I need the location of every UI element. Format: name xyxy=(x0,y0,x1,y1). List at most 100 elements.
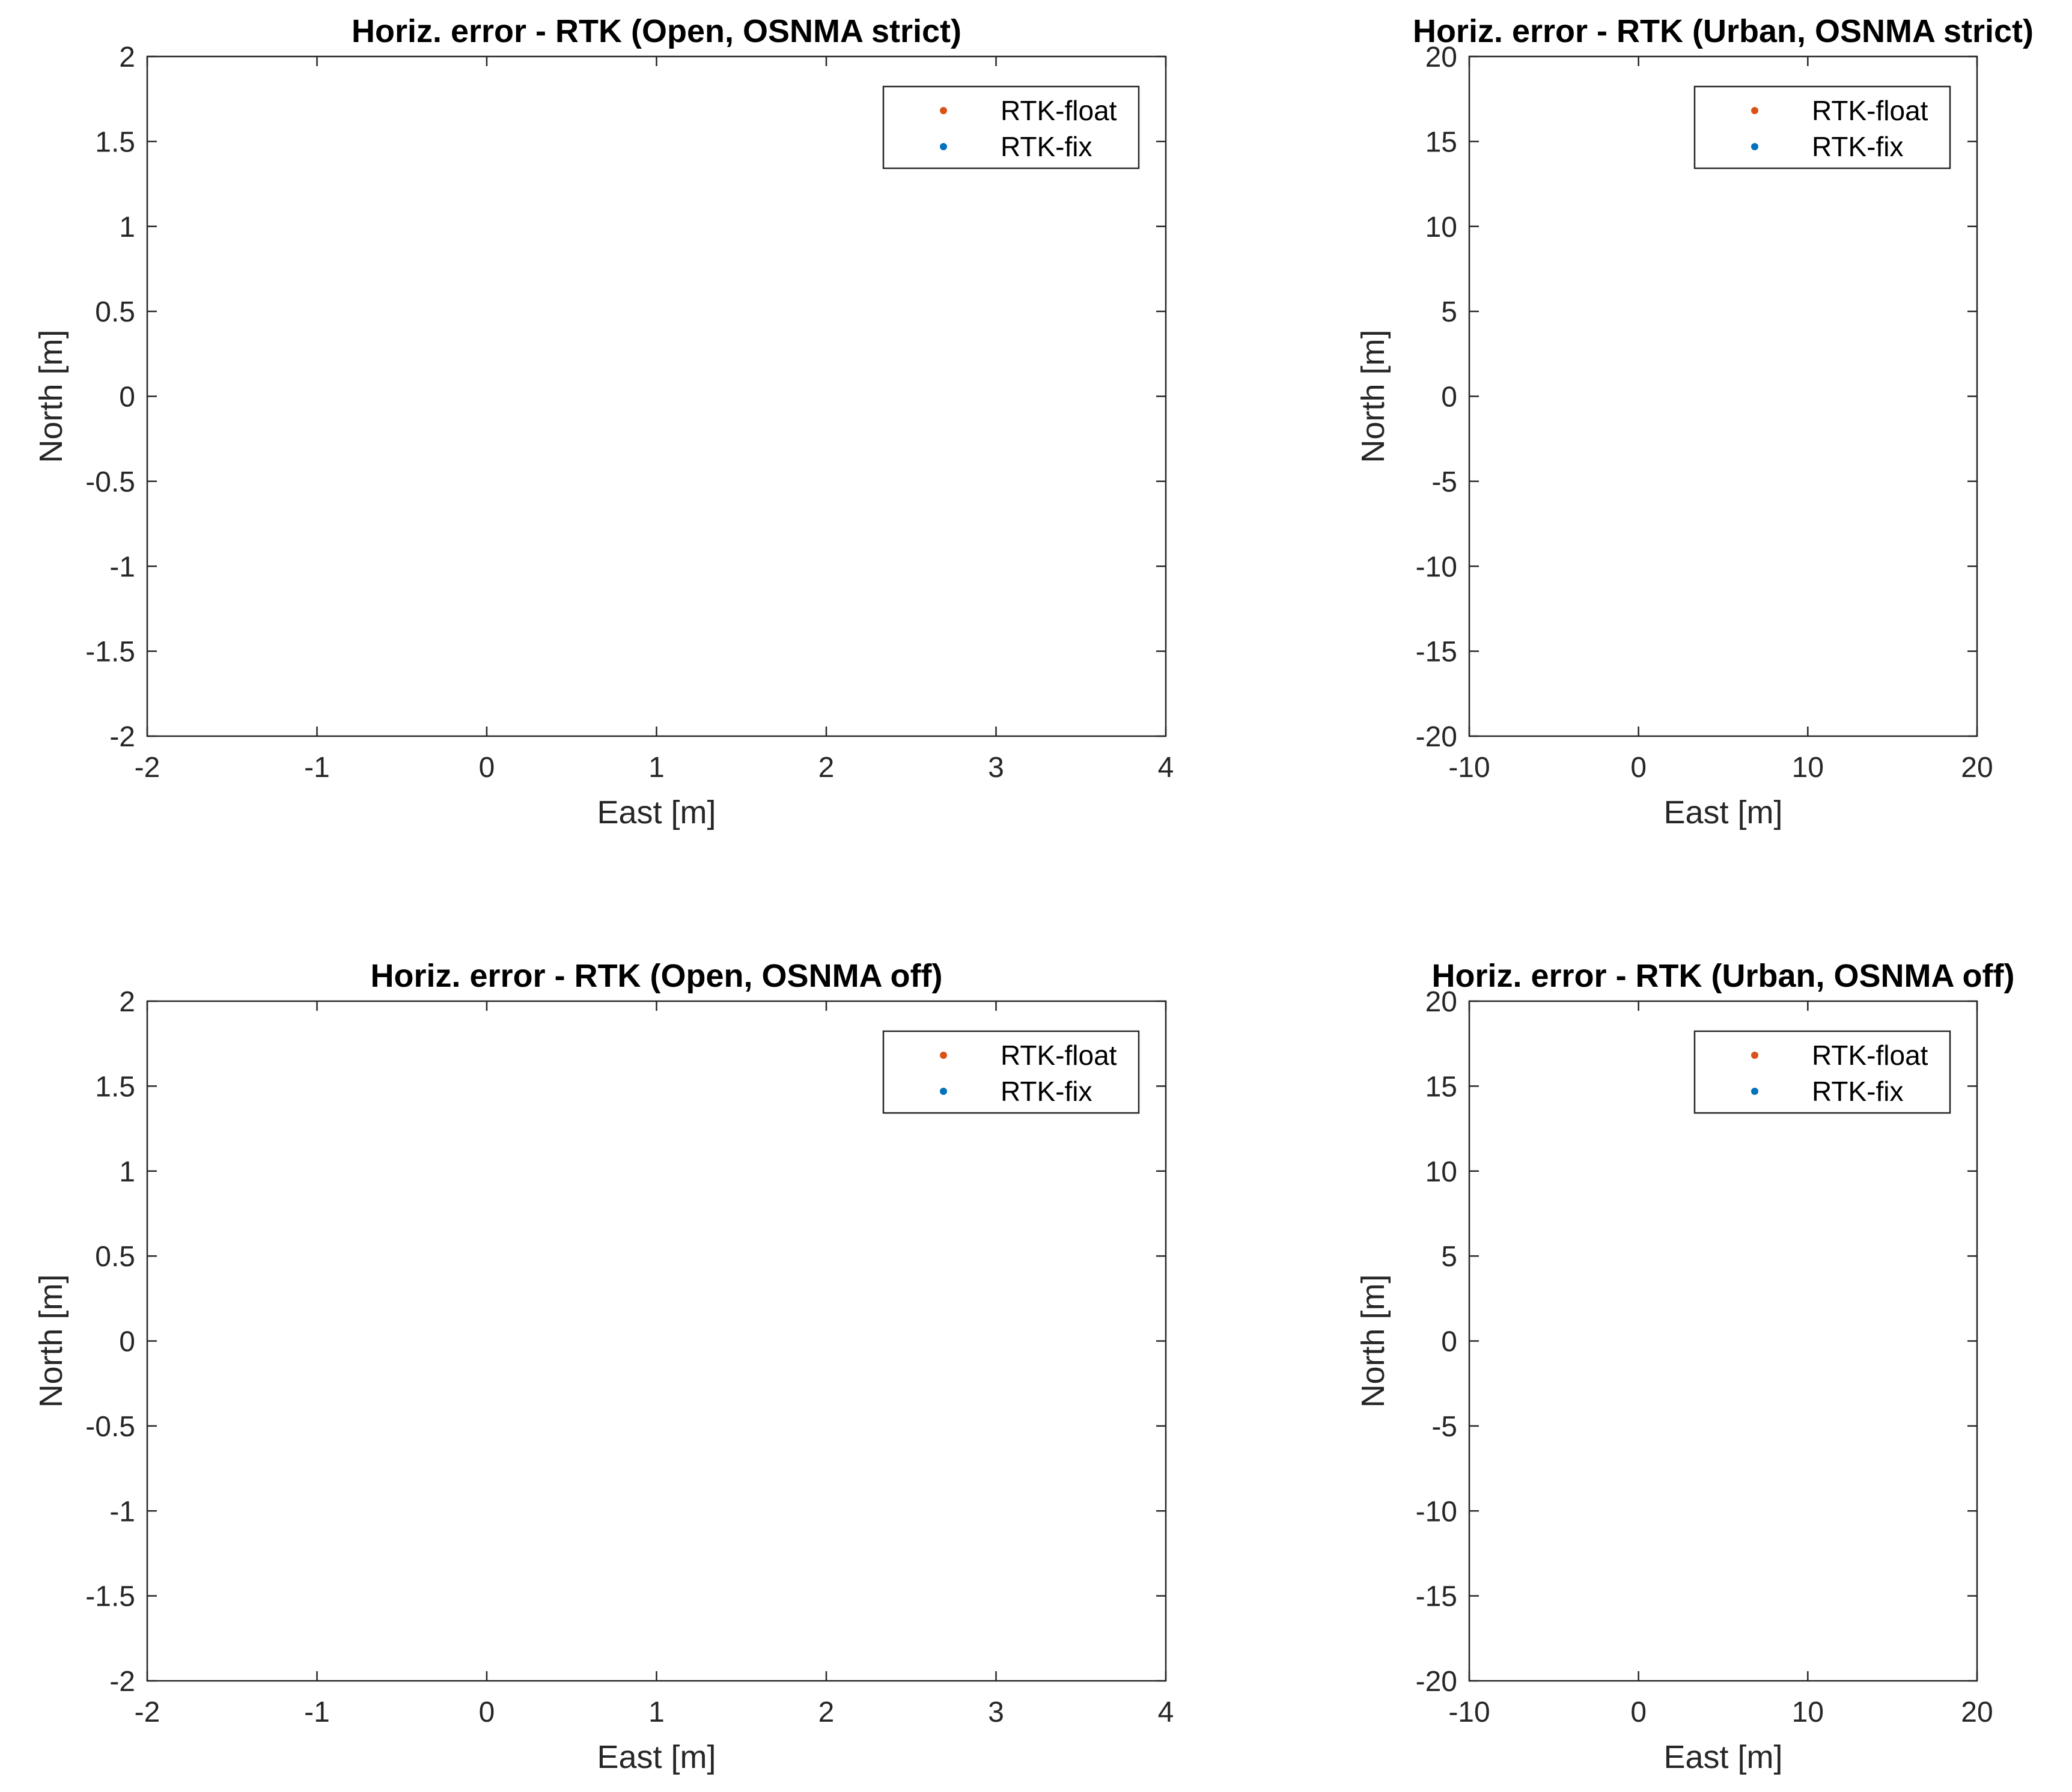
x-tick-label: 3 xyxy=(988,752,1004,784)
chart-1: -2 -1 0 1 2 3 4 -2 -1.5 -1 -0.5 0 0.5 1 1.5 2 Horiz. err… xyxy=(33,13,1174,830)
x-tick-label: 20 xyxy=(1961,752,1993,784)
x-tick-label: -10 xyxy=(1448,752,1490,784)
x-tick-label: 4 xyxy=(1158,752,1174,784)
x-tick-label: 0 xyxy=(479,1696,495,1728)
y-tick-label: -1 xyxy=(109,1496,135,1528)
y-tick-label: 0.5 xyxy=(95,296,135,328)
y-tick-label: 1 xyxy=(119,1156,135,1188)
x-tick-label: 3 xyxy=(988,1696,1004,1728)
chart-title: Horiz. error - RTK (Urban, OSNMA strict) xyxy=(1413,13,2034,49)
x-tick-label: 10 xyxy=(1792,752,1824,784)
y-tick-label: 0 xyxy=(1441,1326,1457,1358)
y-tick-label: 2 xyxy=(119,986,135,1018)
y-tick-label: -5 xyxy=(1431,1411,1457,1443)
x-axis-label: East [m] xyxy=(1663,1739,1782,1775)
legend-label-rtk-fix: RTK-fix xyxy=(1001,131,1092,162)
x-tick-label: 2 xyxy=(818,752,835,784)
y-tick-label: -15 xyxy=(1416,636,1457,668)
y-tick-label: 0 xyxy=(119,382,135,413)
legend-marker-rtk-fix xyxy=(1751,1088,1758,1095)
y-tick-label: 5 xyxy=(1441,296,1457,328)
x-axis-label: East [m] xyxy=(597,794,716,830)
legend: RTK-float RTK-fix xyxy=(1693,85,1951,169)
x-tick-label: 20 xyxy=(1961,1696,1993,1728)
y-tick-label: -10 xyxy=(1416,551,1457,583)
y-tick-label: -0.5 xyxy=(85,466,135,498)
y-tick-label: 10 xyxy=(1425,1156,1457,1188)
y-axis-label: North [m] xyxy=(1355,329,1391,463)
y-axis-label: North [m] xyxy=(33,1274,69,1407)
legend-box xyxy=(882,85,1140,169)
y-tick-label: -1.5 xyxy=(85,1581,135,1613)
legend-label-rtk-fix: RTK-fix xyxy=(1001,1076,1092,1107)
legend-marker-rtk-float xyxy=(1751,1052,1758,1059)
x-tick-label: -2 xyxy=(135,752,160,784)
legend-label-rtk-float: RTK-float xyxy=(1001,1040,1117,1071)
legend-box xyxy=(882,1030,1140,1114)
x-tick-label: 1 xyxy=(648,752,665,784)
y-tick-label: -5 xyxy=(1431,466,1457,498)
legend: RTK-float RTK-fix xyxy=(882,1030,1140,1114)
y-tick-label: -1.5 xyxy=(85,636,135,668)
y-tick-label: 0 xyxy=(1441,382,1457,413)
legend-box xyxy=(1693,1030,1951,1114)
chart-3: -2 -1 0 1 2 3 4 -2 -1.5 -1 -0.5 0 0.5 1 1.5 2 Horiz. err… xyxy=(33,958,1174,1775)
legend: RTK-float RTK-fix xyxy=(882,85,1140,169)
y-tick-label: -1 xyxy=(109,551,135,583)
y-tick-label: -10 xyxy=(1416,1496,1457,1528)
legend-box xyxy=(1693,85,1951,169)
x-tick-label: 0 xyxy=(479,752,495,784)
legend-label-rtk-float: RTK-float xyxy=(1812,95,1928,126)
y-tick-label: 2 xyxy=(119,41,135,73)
y-tick-label: -0.5 xyxy=(85,1411,135,1443)
legend-marker-rtk-fix xyxy=(1751,143,1758,150)
legend-label-rtk-float: RTK-float xyxy=(1001,95,1117,126)
legend-label-rtk-fix: RTK-fix xyxy=(1812,131,1904,162)
legend-marker-rtk-fix xyxy=(940,143,947,150)
legend-label-rtk-fix: RTK-fix xyxy=(1812,1076,1904,1107)
y-tick-label: 20 xyxy=(1425,41,1457,73)
y-tick-label: 1.5 xyxy=(95,126,135,158)
y-tick-label: -20 xyxy=(1416,721,1457,753)
y-tick-label: -15 xyxy=(1416,1581,1457,1613)
x-axis-label: East [m] xyxy=(1663,794,1782,830)
x-tick-label: 0 xyxy=(1630,752,1647,784)
x-tick-label: 1 xyxy=(648,1696,665,1728)
y-tick-label: -20 xyxy=(1416,1666,1457,1698)
x-tick-label: 0 xyxy=(1630,1696,1647,1728)
x-tick-label: -2 xyxy=(135,1696,160,1728)
y-tick-label: 0 xyxy=(119,1326,135,1358)
y-tick-label: 5 xyxy=(1441,1241,1457,1273)
legend-label-rtk-float: RTK-float xyxy=(1812,1040,1928,1071)
y-axis-label: North [m] xyxy=(33,329,69,463)
legend: RTK-float RTK-fix xyxy=(1693,1030,1951,1114)
axes-box xyxy=(146,55,1167,737)
legend-marker-rtk-float xyxy=(940,1052,947,1059)
y-tick-label: -2 xyxy=(109,1666,135,1698)
chart-title: Horiz. error - RTK (Open, OSNMA off) xyxy=(371,958,943,994)
legend-marker-rtk-fix xyxy=(940,1088,947,1095)
x-tick-label: 2 xyxy=(818,1696,835,1728)
x-tick-label: 4 xyxy=(1158,1696,1174,1728)
x-tick-label: -1 xyxy=(304,752,330,784)
y-tick-label: 15 xyxy=(1425,1071,1457,1103)
y-axis-label: North [m] xyxy=(1355,1274,1391,1407)
x-tick-label: 10 xyxy=(1792,1696,1824,1728)
axes-box xyxy=(146,1000,1167,1682)
x-tick-label: -10 xyxy=(1448,1696,1490,1728)
chart-title: Horiz. error - RTK (Urban, OSNMA off) xyxy=(1432,958,2015,994)
y-tick-label: 20 xyxy=(1425,986,1457,1018)
legend-marker-rtk-float xyxy=(1751,107,1758,114)
axes-box xyxy=(1468,1000,1978,1682)
y-tick-label: 10 xyxy=(1425,212,1457,243)
chart-title: Horiz. error - RTK (Open, OSNMA strict) xyxy=(352,13,961,49)
x-axis-label: East [m] xyxy=(597,1739,716,1775)
y-tick-label: 1 xyxy=(119,212,135,243)
y-tick-label: -2 xyxy=(109,721,135,753)
y-tick-label: 15 xyxy=(1425,126,1457,158)
legend-marker-rtk-float xyxy=(940,107,947,114)
x-tick-label: -1 xyxy=(304,1696,330,1728)
